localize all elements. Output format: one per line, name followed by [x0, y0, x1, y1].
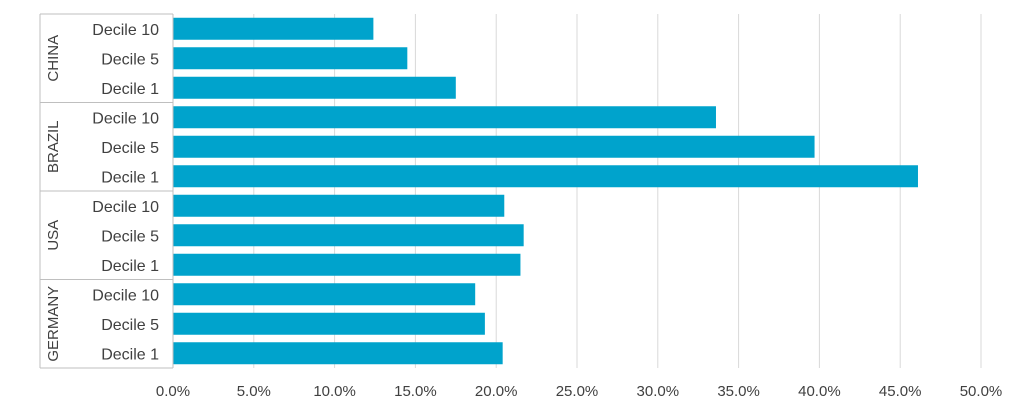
category-label-germany-decile-5: Decile 5 — [101, 317, 159, 334]
category-label-brazil-decile-5: Decile 5 — [101, 140, 159, 157]
bar-germany-decile-5 — [173, 312, 485, 335]
bar-usa-decile-5 — [173, 224, 524, 247]
bar-brazil-decile-10 — [173, 106, 716, 129]
bar-china-decile-10 — [173, 17, 374, 40]
category-label-brazil-decile-1: Decile 1 — [101, 169, 159, 186]
group-label-usa: USA — [45, 220, 62, 251]
bar-germany-decile-10 — [173, 283, 476, 306]
bar-brazil-decile-5 — [173, 135, 815, 158]
group-label-china: CHINA — [45, 35, 62, 82]
x-tick-label-5-0: 5.0% — [237, 383, 271, 400]
bar-germany-decile-1 — [173, 342, 503, 365]
x-tick-label-50-0: 50.0% — [960, 383, 1003, 400]
bars — [173, 17, 918, 365]
category-label-germany-decile-1: Decile 1 — [101, 346, 159, 363]
x-tick-label-45-0: 45.0% — [879, 383, 922, 400]
x-tick-label-20-0: 20.0% — [475, 383, 518, 400]
bar-usa-decile-10 — [173, 194, 505, 217]
x-tick-label-0-0: 0.0% — [156, 383, 190, 400]
category-label-usa-decile-1: Decile 1 — [101, 258, 159, 275]
x-tick-labels: 0.0% 5.0% 10.0% 15.0% 20.0% 25.0% 30.0% 35.0% 40… — [156, 383, 1002, 400]
x-tick-label-25-0: 25.0% — [556, 383, 599, 400]
category-label-germany-decile-10: Decile 10 — [92, 287, 159, 304]
group-labels: CHINA BRAZIL USA GERMANY — [45, 35, 62, 362]
x-tick-label-10-0: 10.0% — [313, 383, 356, 400]
x-tick-label-15-0: 15.0% — [394, 383, 437, 400]
bar-brazil-decile-1 — [173, 165, 918, 188]
category-label-usa-decile-5: Decile 5 — [101, 228, 159, 245]
bar-usa-decile-1 — [173, 253, 521, 276]
x-tick-label-30-0: 30.0% — [637, 383, 680, 400]
gridlines — [253, 14, 982, 368]
group-label-brazil: BRAZIL — [45, 120, 62, 173]
bar-china-decile-5 — [173, 47, 408, 70]
group-label-germany: GERMANY — [45, 286, 62, 362]
category-label-usa-decile-10: Decile 10 — [92, 199, 159, 216]
category-label-china-decile-1: Decile 1 — [101, 81, 159, 98]
category-label-china-decile-10: Decile 10 — [92, 22, 159, 39]
category-label-brazil-decile-10: Decile 10 — [92, 110, 159, 127]
category-axis — [39, 13, 174, 369]
bar-china-decile-1 — [173, 76, 456, 99]
x-tick-label-35-0: 35.0% — [717, 383, 760, 400]
x-tick-label-40-0: 40.0% — [798, 383, 841, 400]
category-label-china-decile-5: Decile 5 — [101, 51, 159, 68]
category-labels: Decile 10 Decile 5 Decile 1 Decile 10 Decile… — [92, 22, 159, 364]
